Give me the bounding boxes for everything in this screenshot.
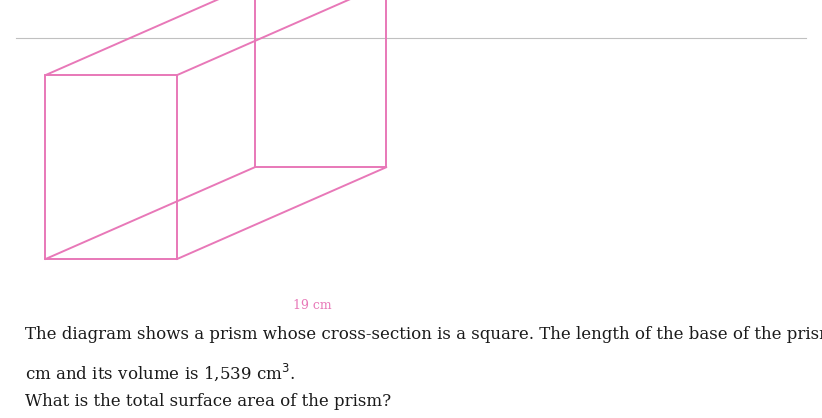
Text: The diagram shows a prism whose cross-section is a square. The length of the bas: The diagram shows a prism whose cross-se…: [25, 326, 822, 343]
Text: cm and its volume is 1,539 cm$^3$.: cm and its volume is 1,539 cm$^3$.: [25, 361, 294, 383]
Text: 19 cm: 19 cm: [293, 298, 331, 312]
Text: What is the total surface area of the prism?: What is the total surface area of the pr…: [25, 393, 390, 410]
